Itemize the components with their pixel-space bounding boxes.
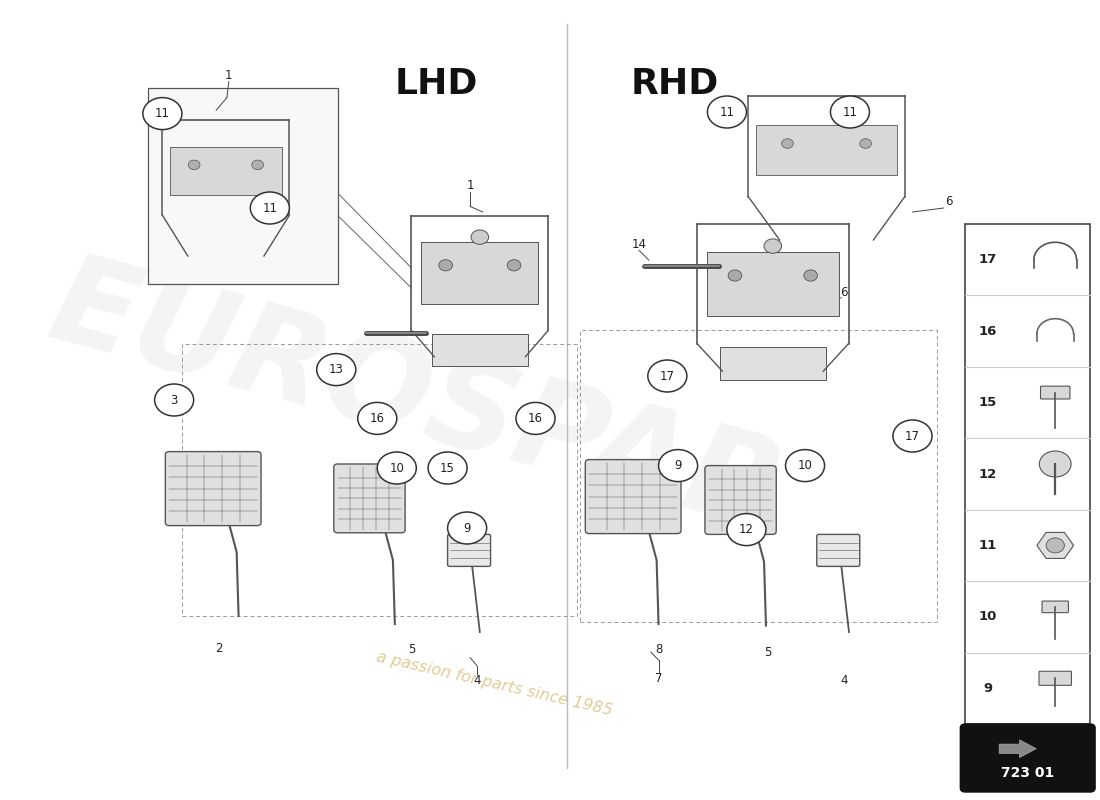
Text: 12: 12	[739, 523, 754, 536]
Text: 15: 15	[979, 396, 997, 409]
Text: 16: 16	[370, 412, 385, 425]
Circle shape	[317, 354, 355, 386]
Text: 10: 10	[798, 459, 813, 472]
Bar	[581, 330, 937, 622]
Text: 17: 17	[660, 370, 674, 382]
FancyBboxPatch shape	[1040, 671, 1071, 686]
Text: 13: 13	[329, 363, 343, 376]
Circle shape	[728, 270, 741, 281]
Polygon shape	[999, 740, 1036, 758]
Text: 9: 9	[463, 522, 471, 534]
FancyBboxPatch shape	[333, 464, 405, 533]
Circle shape	[155, 384, 194, 416]
Bar	[421, 242, 538, 304]
Text: RHD: RHD	[631, 67, 719, 101]
Text: 5: 5	[408, 643, 415, 656]
Circle shape	[785, 450, 825, 482]
Text: 15: 15	[440, 462, 455, 474]
Text: 14: 14	[631, 238, 647, 250]
Text: 2: 2	[216, 642, 223, 654]
Text: 4: 4	[473, 674, 481, 686]
Text: 723 01: 723 01	[1001, 766, 1055, 780]
Circle shape	[188, 160, 200, 170]
Text: 10: 10	[979, 610, 997, 623]
Circle shape	[1046, 538, 1065, 553]
Circle shape	[707, 96, 747, 128]
FancyBboxPatch shape	[960, 724, 1096, 792]
Text: LHD: LHD	[394, 67, 477, 101]
Bar	[965, 224, 1090, 724]
Text: 16: 16	[528, 412, 543, 425]
Text: 11: 11	[262, 202, 277, 214]
Text: 1: 1	[466, 179, 474, 192]
Circle shape	[782, 138, 793, 148]
Text: 11: 11	[155, 107, 169, 120]
Circle shape	[252, 160, 264, 170]
Text: 11: 11	[719, 106, 735, 118]
Circle shape	[251, 192, 289, 224]
Text: 6: 6	[840, 286, 848, 298]
Text: 11: 11	[843, 106, 858, 118]
Text: a passion for parts since 1985: a passion for parts since 1985	[375, 650, 614, 718]
Polygon shape	[1037, 533, 1074, 558]
Bar	[707, 251, 838, 316]
FancyBboxPatch shape	[1042, 601, 1068, 613]
Bar	[182, 344, 578, 616]
FancyBboxPatch shape	[448, 534, 491, 566]
Text: 12: 12	[979, 467, 997, 481]
Text: 7: 7	[654, 672, 662, 685]
Text: 16: 16	[979, 325, 997, 338]
Text: 4: 4	[840, 674, 848, 686]
Text: 1: 1	[226, 69, 232, 82]
Circle shape	[143, 98, 182, 130]
Circle shape	[804, 270, 817, 281]
Text: 5: 5	[764, 646, 771, 658]
Circle shape	[727, 514, 766, 546]
Circle shape	[507, 260, 520, 271]
Text: EUROSPAR: EUROSPAR	[37, 244, 795, 556]
Circle shape	[377, 452, 416, 484]
Circle shape	[516, 402, 556, 434]
Text: 10: 10	[389, 462, 404, 474]
Text: 11: 11	[979, 539, 997, 552]
Text: 17: 17	[905, 430, 920, 442]
Circle shape	[659, 450, 697, 482]
Text: 3: 3	[170, 394, 178, 406]
Bar	[432, 334, 528, 366]
Text: 9: 9	[983, 682, 992, 694]
Circle shape	[358, 402, 397, 434]
Circle shape	[1040, 451, 1071, 477]
Circle shape	[764, 239, 782, 254]
Bar	[147, 88, 338, 284]
Circle shape	[471, 230, 488, 244]
FancyBboxPatch shape	[817, 534, 860, 566]
Circle shape	[648, 360, 686, 392]
Text: 6: 6	[945, 195, 953, 208]
Circle shape	[428, 452, 468, 484]
FancyBboxPatch shape	[585, 459, 681, 534]
Bar	[756, 125, 896, 175]
Bar	[170, 147, 282, 194]
FancyBboxPatch shape	[705, 466, 777, 534]
Circle shape	[860, 138, 871, 148]
FancyBboxPatch shape	[165, 451, 261, 526]
Bar	[719, 347, 826, 381]
Circle shape	[830, 96, 869, 128]
FancyBboxPatch shape	[1041, 386, 1070, 399]
Circle shape	[448, 512, 486, 544]
Text: 9: 9	[674, 459, 682, 472]
Circle shape	[439, 260, 452, 271]
Text: 8: 8	[654, 643, 662, 656]
Text: 17: 17	[979, 254, 997, 266]
Circle shape	[893, 420, 932, 452]
